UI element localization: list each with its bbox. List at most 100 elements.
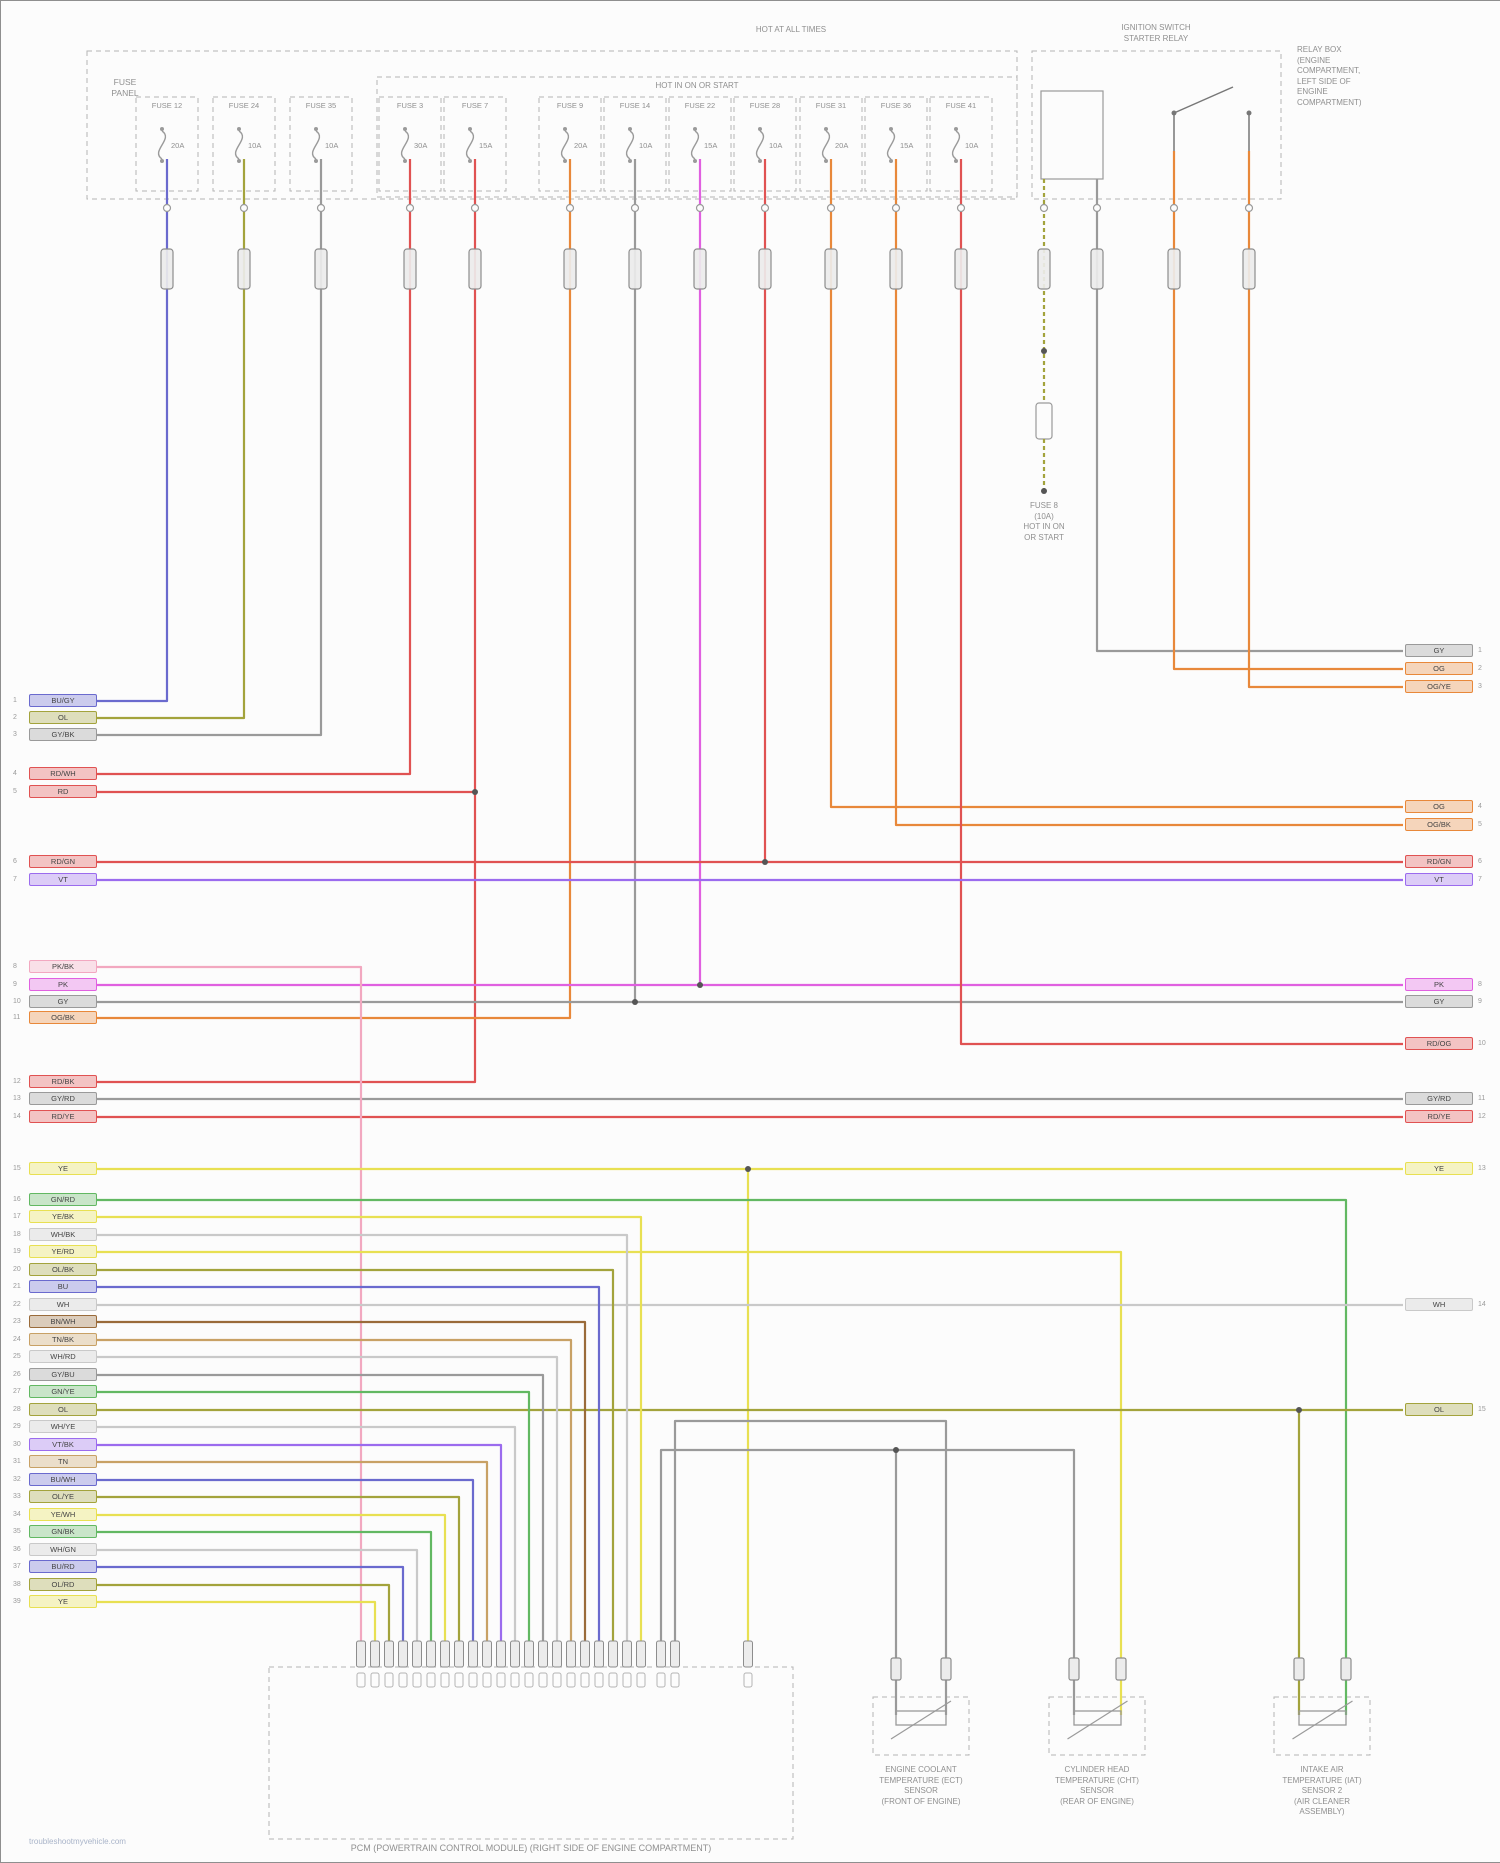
wire-exit-loop [956,203,966,213]
inline-fuse-note-line: OR START [1024,532,1064,542]
pcm-inner-pin [580,1672,590,1688]
pin-number: 20 [13,1266,21,1273]
wire-label-left: GY [29,995,97,1008]
pin-number: 2 [1478,665,1482,672]
fuse-name: FUSE 36 [880,101,912,110]
wire-label-left: OL/YE [29,1490,97,1503]
relay-location-line: ENGINE [1297,87,1328,96]
wire-label-left: YE/BK [29,1210,97,1223]
pin-number: 14 [1478,1301,1486,1308]
pin-number: 31 [13,1458,21,1465]
pin-number: 6 [1478,858,1482,865]
wire [97,1250,1123,1715]
relay-location-line: RELAY BOX [1297,45,1342,54]
relay-location-line: LEFT SIDE OF [1297,76,1351,86]
fuse-terminal [403,159,407,163]
pcm-pin [412,1640,422,1668]
pin-number: 13 [1478,1165,1486,1172]
pcm-pin [538,1640,548,1668]
sensor-label: ENGINE COOLANT TEMPERATURE (ECT) SENSOR (FR… [846,1765,996,1807]
sensor-label-line: SENSOR [904,1786,938,1795]
fuse-rating: 20A [171,141,185,150]
inline-fuse [1035,402,1053,440]
fuse-terminal [403,127,407,131]
sensor-label-line: SENSOR 2 [1301,1786,1343,1795]
sensor-box [872,1696,970,1756]
fuse-name: FUSE 31 [815,101,847,110]
wire [659,1448,1076,1715]
junction-dot [1041,348,1047,354]
wire-label-left: RD/GN [29,855,97,868]
relay-coil [1040,90,1104,180]
fuse-terminal [160,159,164,163]
wire-label-left: WH [29,1298,97,1311]
wire-label-right: OG [1405,800,1473,813]
fuse-name: FUSE 24 [228,101,260,110]
wire-label-left: OG/BK [29,1011,97,1024]
fuse-symbol [157,130,167,160]
fuse-symbol [625,130,635,160]
wire [97,1320,587,1643]
wire [97,159,169,703]
fuse-terminal [954,127,958,131]
wire [97,159,323,737]
wire [97,159,246,720]
pcm-pin [622,1640,632,1668]
wire-exit-loop [1244,203,1254,213]
wire [97,1460,489,1643]
sensor-connector [1293,1657,1305,1681]
pcm-inner-pin [398,1672,408,1688]
wire-label-left: VT/BK [29,1438,97,1451]
pin-number: 3 [1478,683,1482,690]
pcm-pin [510,1640,520,1668]
pcm-pin [608,1640,618,1668]
pin-number: 14 [13,1113,21,1120]
fuse-panel-box [86,50,1018,200]
fuse-name: FUSE 22 [684,101,716,110]
thermistor-arrow [1067,1700,1128,1740]
wire-label-left: VT [29,873,97,886]
wire-label-left: GY/BU [29,1368,97,1381]
wire [1247,151,1403,689]
fuse-terminal [314,127,318,131]
sensor-box [1273,1696,1371,1756]
relay-location-note: RELAY BOX (ENGINE COMPARTMENT, LEFT SIDE OF… [1297,45,1417,108]
junction-dot [632,999,638,1005]
pin-number: 8 [13,963,17,970]
wire-label-right: GY/RD [1405,1092,1473,1105]
wire-exit-loop [239,203,249,213]
wire [97,965,363,1643]
fuse-terminal [628,159,632,163]
pcm-pin [482,1640,492,1668]
sensor-label-line: SENSOR [1080,1786,1114,1795]
fuse-terminal [314,159,318,163]
fuse-symbol [690,130,700,160]
sensor-label-line: CYLINDER HEAD [1064,1765,1130,1774]
pin-number: 7 [1478,876,1482,883]
fuse-rating: 10A [769,141,783,150]
fuse-name: FUSE 12 [151,101,183,110]
pcm-pin [636,1640,646,1668]
pin-number: 1 [13,697,17,704]
wire-label-left: RD/YE [29,1110,97,1123]
fuse-panel-label: FUSE PANEL [97,77,153,99]
pin-number: 5 [1478,821,1482,828]
inline-fuse-note-line: HOT IN ON [1023,522,1065,531]
wire [97,1530,433,1643]
fuse-terminal [237,127,241,131]
wire [1095,179,1403,653]
wire [97,1215,643,1643]
pin-number: 35 [13,1528,21,1535]
inline-fuse-note-line: FUSE 8 [1029,501,1058,510]
relay-title: IGNITION SWITCH STARTER RELAY [1066,23,1246,44]
inline-connector [237,248,251,290]
fuse-name: FUSE 9 [556,101,584,110]
pin-number: 23 [13,1318,21,1325]
fuse-name: FUSE 28 [749,101,781,110]
wire-exit-loop [760,203,770,213]
fuse-section-note: HOT IN ON OR START [655,81,739,90]
inline-connector [1167,248,1181,290]
wire [97,1373,545,1643]
pcm-pin [670,1640,680,1668]
junction-dot [1041,488,1047,494]
